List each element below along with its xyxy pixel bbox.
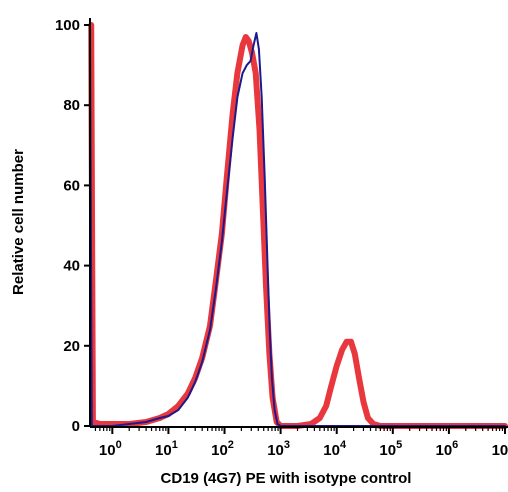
x-tick-label: 104: [323, 439, 347, 459]
x-tick-label: 100: [99, 439, 122, 459]
y-tick-label: 20: [63, 338, 80, 355]
x-axis-label: CD19 (4G7) PE with isotype control: [161, 470, 412, 487]
y-tick-label: 40: [63, 258, 80, 275]
x-tick-label: 107: [492, 439, 508, 459]
y-tick-label: 80: [63, 97, 80, 114]
x-tick-label: 105: [379, 439, 402, 459]
x-tick-label: 102: [211, 439, 234, 459]
ticks-layer: 0 20 40 60 80 100 100 101 102 103 104 105 106 107: [55, 17, 508, 459]
y-tick-label: 0: [72, 418, 80, 435]
y-tick-label: 60: [63, 177, 80, 194]
series-line-1: [88, 22, 508, 429]
x-tick-label: 101: [155, 439, 178, 459]
axes-layer: [89, 18, 508, 428]
y-axis-label: Relative cell number: [10, 149, 27, 295]
series-layer: [88, 22, 508, 429]
y-tick-label: 100: [55, 17, 80, 34]
series-line-2: [89, 24, 506, 427]
x-tick-label: 103: [267, 439, 290, 459]
x-tick-label: 106: [435, 439, 458, 459]
